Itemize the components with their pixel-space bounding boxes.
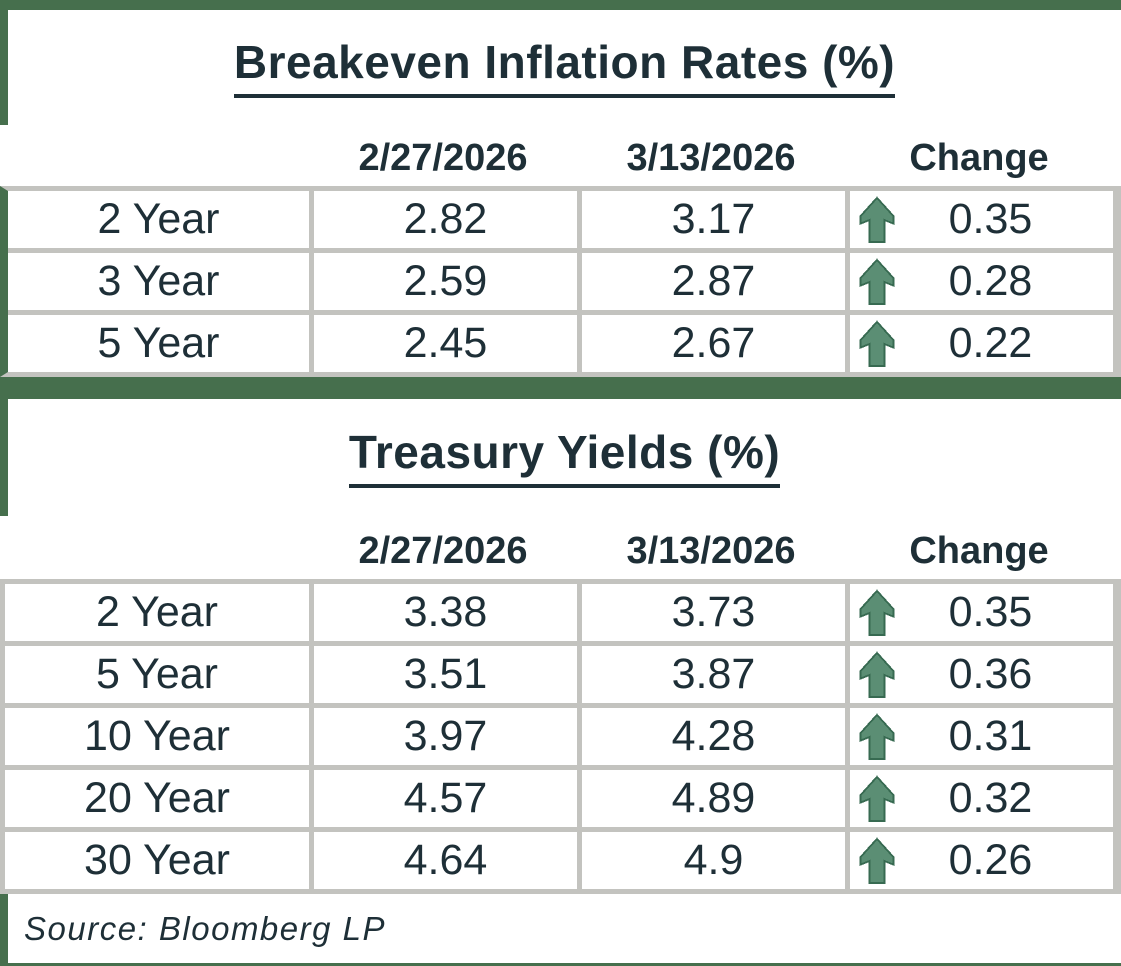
change-cell: 0.35 — [850, 191, 1113, 248]
curr-value: 3.17 — [582, 191, 845, 248]
up-arrow-icon — [858, 257, 896, 306]
row-label: 5 Year — [8, 315, 309, 372]
up-arrow-icon — [858, 195, 896, 244]
row-label: 5 Year — [5, 646, 309, 703]
breakeven-header-row: 2/27/2026 3/13/2026 Change — [0, 125, 1121, 186]
treasury-header-row: 2/27/2026 3/13/2026 Change — [0, 516, 1121, 579]
breakeven-title-block: Breakeven Inflation Rates (%) — [0, 10, 1121, 125]
row-label: 10 Year — [5, 708, 309, 765]
change-value: 0.32 — [948, 774, 1033, 822]
breakeven-data-grid: 2 Year 2.82 3.17 0.35 3 Year 2.59 2.87 — [0, 186, 1121, 377]
breakeven-col-header-curr-date: 3/13/2026 — [626, 137, 796, 179]
row-label: 2 Year — [8, 191, 309, 248]
up-arrow-icon — [858, 836, 896, 885]
prev-value: 4.57 — [314, 770, 577, 827]
treasury-col-header-prev-date: 2/27/2026 — [358, 530, 528, 572]
change-cell: 0.26 — [850, 832, 1113, 889]
source-row: Source: Bloomberg LP — [0, 894, 1121, 963]
treasury-title-block: Treasury Yields (%) — [0, 399, 1121, 516]
change-value: 0.22 — [948, 319, 1033, 367]
up-arrow-icon — [858, 588, 896, 637]
curr-value: 4.9 — [582, 832, 845, 889]
change-value: 0.31 — [948, 712, 1033, 760]
source-note: Source: Bloomberg LP — [24, 909, 387, 947]
curr-value: 2.87 — [582, 253, 845, 310]
breakeven-col-header-change: Change — [909, 137, 1049, 179]
up-arrow-icon — [858, 712, 896, 761]
breakeven-col-header-prev-date: 2/27/2026 — [358, 137, 528, 179]
treasury-data-grid: 2 Year 3.38 3.73 0.35 5 Year 3.51 3.87 — [0, 579, 1121, 894]
treasury-col-header-curr-date: 3/13/2026 — [626, 530, 796, 572]
curr-value: 2.67 — [582, 315, 845, 372]
change-value: 0.26 — [948, 836, 1033, 884]
up-arrow-icon — [858, 319, 896, 368]
prev-value: 3.51 — [314, 646, 577, 703]
change-cell: 0.31 — [850, 708, 1113, 765]
change-value: 0.35 — [948, 195, 1033, 243]
up-arrow-icon — [858, 774, 896, 823]
row-label: 20 Year — [5, 770, 309, 827]
prev-value: 4.64 — [314, 832, 577, 889]
row-label: 30 Year — [5, 832, 309, 889]
curr-value: 4.28 — [582, 708, 845, 765]
change-value: 0.35 — [948, 588, 1033, 636]
curr-value: 3.73 — [582, 584, 845, 641]
treasury-table-title: Treasury Yields (%) — [348, 427, 781, 489]
breakeven-table-title: Breakeven Inflation Rates (%) — [233, 37, 896, 99]
top-green-border — [0, 0, 1121, 10]
row-label: 3 Year — [8, 253, 309, 310]
prev-value: 2.82 — [314, 191, 577, 248]
change-value: 0.36 — [948, 650, 1033, 698]
change-value: 0.28 — [948, 257, 1033, 305]
prev-value: 2.59 — [314, 253, 577, 310]
change-cell: 0.22 — [850, 315, 1113, 372]
bottom-green-border — [0, 963, 1121, 966]
prev-value: 2.45 — [314, 315, 577, 372]
prev-value: 3.38 — [314, 584, 577, 641]
row-label: 2 Year — [5, 584, 309, 641]
treasury-col-header-change: Change — [909, 530, 1049, 572]
change-cell: 0.36 — [850, 646, 1113, 703]
prev-value: 3.97 — [314, 708, 577, 765]
change-cell: 0.32 — [850, 770, 1113, 827]
up-arrow-icon — [858, 650, 896, 699]
curr-value: 3.87 — [582, 646, 845, 703]
change-cell: 0.35 — [850, 584, 1113, 641]
change-cell: 0.28 — [850, 253, 1113, 310]
curr-value: 4.89 — [582, 770, 845, 827]
table-separator-band — [0, 377, 1121, 399]
